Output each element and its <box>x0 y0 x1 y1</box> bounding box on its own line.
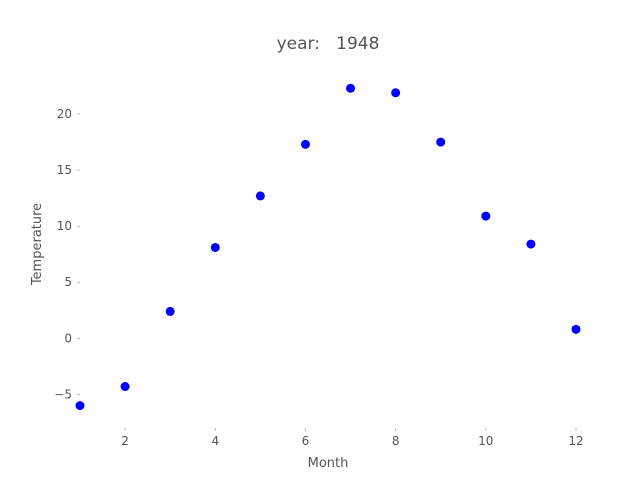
axis-ticks: 2 4 6 8 10 12 −5 0 5 10 15 20 <box>54 107 583 448</box>
x-tick-label: 6 <box>302 434 310 448</box>
x-tick-label: 12 <box>568 434 583 448</box>
data-point <box>210 242 220 252</box>
data-point <box>165 306 175 316</box>
data-point <box>481 211 491 221</box>
data-point <box>300 139 310 149</box>
data-point <box>391 88 401 98</box>
chart-title: year: 1948 <box>277 34 380 54</box>
x-tick-label: 10 <box>478 434 493 448</box>
data-point <box>436 137 446 147</box>
x-axis-label: Month <box>308 456 349 471</box>
data-point <box>346 83 356 93</box>
x-tick-label: 4 <box>211 434 219 448</box>
data-point <box>526 239 536 249</box>
y-tick-label: −5 <box>54 387 72 401</box>
data-point <box>255 191 265 201</box>
y-tick-label: 10 <box>57 219 72 233</box>
x-tick-label: 2 <box>121 434 129 448</box>
y-tick-label: 20 <box>57 107 72 121</box>
data-points <box>75 83 581 411</box>
y-tick-label: 5 <box>64 275 72 289</box>
data-point <box>75 401 85 411</box>
y-tick-label: 15 <box>57 163 72 177</box>
y-axis-label: Temperature <box>30 203 45 286</box>
data-point <box>571 324 581 334</box>
x-tick-label: 8 <box>392 434 400 448</box>
data-point <box>120 382 130 392</box>
y-tick-label: 0 <box>64 331 72 345</box>
